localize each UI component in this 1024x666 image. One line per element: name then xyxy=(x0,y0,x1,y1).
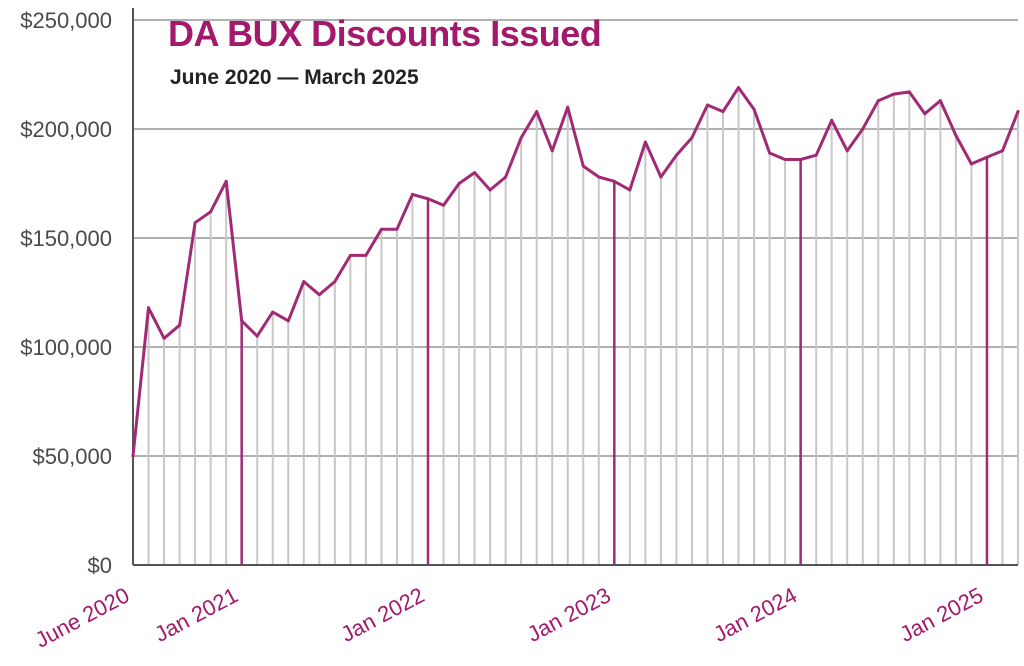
data-point xyxy=(659,175,663,179)
data-point xyxy=(830,118,834,122)
x-tick-label: Jan 2023 xyxy=(523,582,615,647)
data-point xyxy=(395,227,399,231)
data-point xyxy=(737,86,741,90)
data-point xyxy=(799,158,803,162)
data-point xyxy=(178,323,182,327)
data-point xyxy=(255,334,259,338)
data-point xyxy=(131,454,135,458)
data-point xyxy=(442,203,446,207)
data-point xyxy=(581,164,585,168)
y-tick-label: $100,000 xyxy=(20,335,112,360)
data-point xyxy=(504,175,508,179)
data-point xyxy=(317,293,321,297)
data-point xyxy=(907,90,911,94)
data-point xyxy=(333,280,337,284)
data-point xyxy=(193,221,197,225)
horizontal-gridlines xyxy=(133,19,1018,457)
data-point xyxy=(954,134,958,138)
vertical-gridlines xyxy=(132,87,1019,565)
x-tick-label: June 2020 xyxy=(31,582,133,652)
data-point xyxy=(1000,149,1004,153)
x-tick-label: Jan 2021 xyxy=(150,582,242,647)
data-point xyxy=(302,280,306,284)
data-point xyxy=(690,136,694,140)
x-tick-label: Jan 2022 xyxy=(337,582,429,647)
y-axis-tick-labels: $0 $50,000 $100,000 $150,000 $200,000 $250,00… xyxy=(20,8,112,578)
data-point xyxy=(612,179,616,183)
data-point xyxy=(566,105,570,109)
data-point xyxy=(286,319,290,323)
data-point xyxy=(923,112,927,116)
data-point xyxy=(768,151,772,155)
data-point xyxy=(814,153,818,157)
data-point xyxy=(147,306,151,310)
data-point xyxy=(674,153,678,157)
data-series xyxy=(131,86,1020,458)
data-point xyxy=(597,175,601,179)
data-point xyxy=(705,103,709,107)
data-point xyxy=(488,188,492,192)
data-point xyxy=(985,155,989,159)
data-point xyxy=(224,179,228,183)
data-point xyxy=(379,227,383,231)
series-line xyxy=(131,86,1020,458)
data-point xyxy=(752,107,756,111)
data-point xyxy=(628,188,632,192)
data-point xyxy=(473,171,477,175)
data-point xyxy=(410,192,414,196)
chart-title: DA BUX Discounts Issued xyxy=(168,13,602,54)
data-point xyxy=(271,310,275,314)
y-tick-label: $200,000 xyxy=(20,117,112,142)
data-point xyxy=(550,149,554,153)
axes xyxy=(132,8,1018,566)
data-point xyxy=(162,336,166,340)
y-tick-label: $150,000 xyxy=(20,226,112,251)
data-point xyxy=(969,162,973,166)
x-axis-tick-labels: June 2020 Jan 2021 Jan 2022 Jan 2023 Jan 202… xyxy=(31,582,987,652)
data-point xyxy=(426,197,430,201)
data-point xyxy=(1016,110,1020,114)
data-point xyxy=(643,140,647,144)
data-point xyxy=(861,127,865,131)
data-point xyxy=(209,210,213,214)
data-point xyxy=(519,136,523,140)
x-tick-label: Jan 2024 xyxy=(709,582,801,647)
data-point xyxy=(938,99,942,103)
y-tick-label: $50,000 xyxy=(32,444,112,469)
data-point xyxy=(845,149,849,153)
data-point xyxy=(721,110,725,114)
data-point xyxy=(535,110,539,114)
x-tick-label: Jan 2025 xyxy=(896,582,988,647)
data-point xyxy=(457,182,461,185)
chart-subtitle: June 2020 — March 2025 xyxy=(170,66,419,89)
y-tick-label: $250,000 xyxy=(20,8,112,33)
data-point xyxy=(783,158,787,162)
data-point xyxy=(240,319,244,323)
y-tick-label: $0 xyxy=(88,553,112,578)
data-point xyxy=(348,253,352,257)
data-point xyxy=(364,253,368,257)
data-point xyxy=(876,99,880,103)
data-point xyxy=(892,92,896,96)
